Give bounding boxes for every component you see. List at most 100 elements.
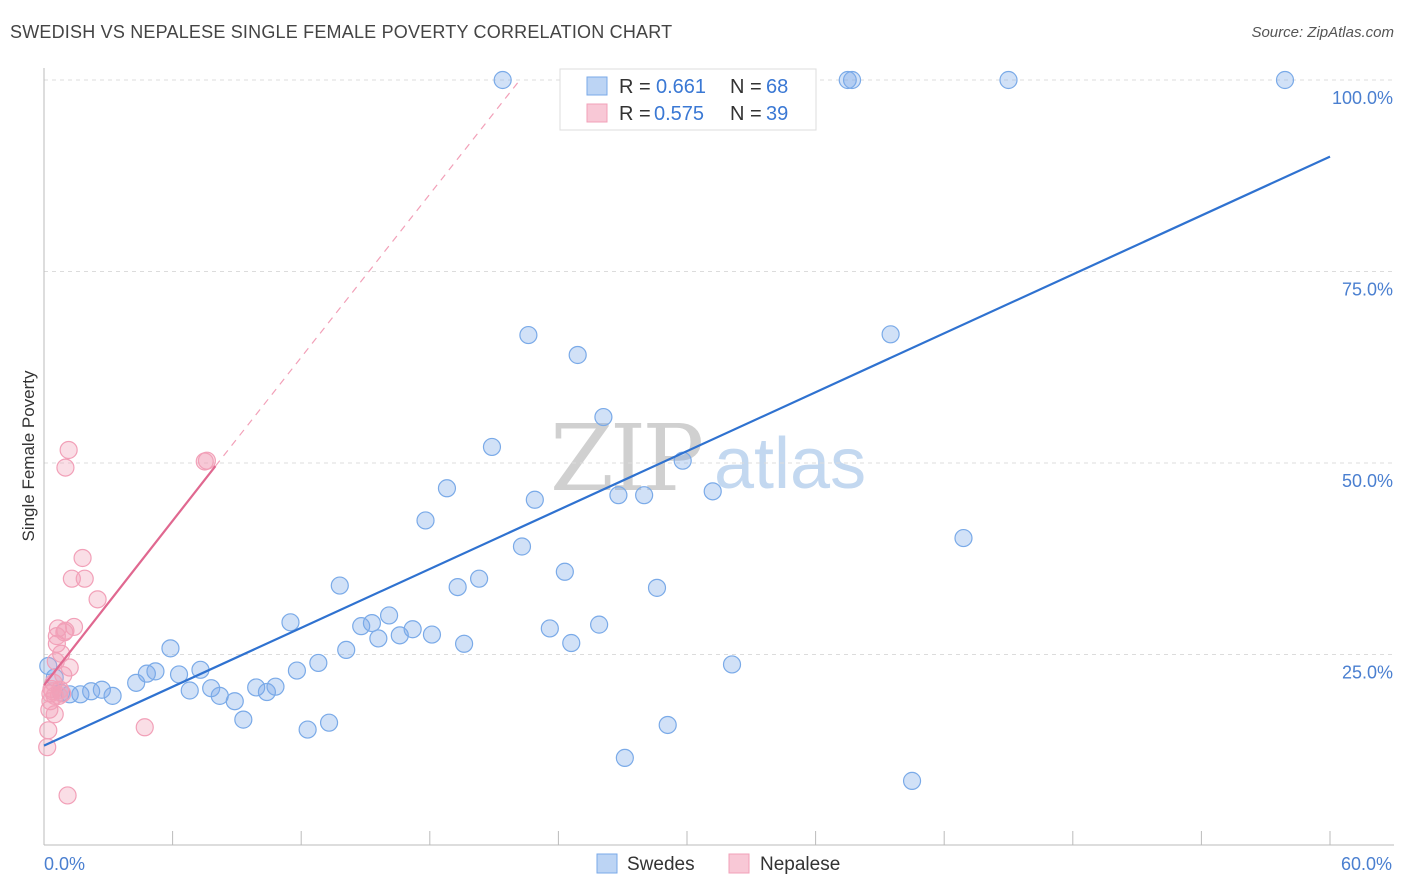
correlation-legend: R = 0.661 N = 68 R = 0.575 N = 39 [559,68,817,131]
data-point-swedes [448,577,467,597]
data-point-swedes [247,678,266,697]
y-tick-label: 100.0% [1332,88,1393,108]
data-point-swedes [703,482,722,501]
y-axis-label: Single Female Poverty [19,370,38,542]
data-point-nepalese [197,451,216,470]
legend-n-label-nepalese: N = [730,103,762,125]
data-point-swedes [352,617,371,636]
y-tick-label: 50.0% [1342,471,1393,491]
data-point-swedes [257,682,277,702]
data-point-swedes [225,692,244,711]
data-point-swedes [103,686,122,705]
data-point-swedes [180,681,199,700]
data-point-swedes [437,479,457,498]
data-point-swedes [658,715,677,735]
data-point-nepalese [55,623,74,642]
data-point-swedes [71,685,90,704]
data-point-nepalese [49,686,69,705]
series-legend: Swedes Nepalese [596,853,840,875]
data-point-swedes [1275,70,1295,90]
data-point-swedes [281,613,300,632]
legend-r-value-nepalese: 0.575 [654,103,704,125]
legend-swatch-nepalese [586,103,608,123]
legend-bottom-swatch-swedes [596,853,618,874]
legend-n-value-swedes: 68 [766,76,788,98]
y-tick-labels: 25.0% 50.0% 75.0% 100.0% [1332,88,1393,683]
data-point-swedes [594,407,613,427]
data-point-nepalese [60,658,79,677]
legend-r-label-nepalese: R = [619,103,651,125]
watermark-atlas: atlas [714,424,866,504]
data-point-nepalese [56,621,75,640]
series-swedes-points [39,70,1295,790]
legend-bottom-label-nepalese: Nepalese [760,854,840,875]
data-point-swedes [309,653,328,673]
trend-line-nepalese-extension [214,79,521,467]
trend-line-nepalese [43,465,217,686]
data-point-swedes [562,633,581,653]
data-point-swedes [999,70,1018,90]
data-point-swedes [525,490,544,509]
watermark: ZIP atlas [550,405,866,512]
data-point-swedes [555,562,574,581]
chart-title: SWEDISH VS NEPALESE SINGLE FEMALE POVERT… [10,22,673,42]
data-point-swedes [330,576,349,595]
data-point-swedes [379,606,399,625]
chart-source: Source: ZipAtlas.com [1251,24,1394,41]
data-point-swedes [568,345,587,365]
legend-n-value-nepalese: 39 [766,103,788,125]
data-point-swedes [519,325,538,345]
data-point-swedes [590,615,609,634]
data-point-swedes [319,713,339,732]
data-point-swedes [615,748,634,768]
x-tick-label-min: 0.0% [44,854,85,874]
data-point-swedes [337,640,356,660]
data-point-swedes [403,620,422,639]
data-point-swedes [146,662,165,681]
data-point-nepalese [88,590,107,609]
data-point-swedes [540,619,559,638]
data-point-nepalese [58,786,77,805]
data-point-swedes [842,70,862,90]
legend-r-label-swedes: R = [619,76,651,98]
data-point-nepalese [45,705,64,724]
data-point-swedes [493,70,512,90]
data-point-swedes [161,639,180,658]
data-point-nepalese [62,569,81,588]
data-point-swedes [838,70,857,90]
data-point-nepalese [73,548,92,568]
data-point-swedes [881,325,900,344]
watermark-zip: ZIP [550,405,701,512]
legend-bottom-label-swedes: Swedes [627,854,695,875]
data-point-swedes [92,680,111,699]
series-nepalese-points [38,440,216,805]
data-point-swedes [234,710,253,729]
data-point-nepalese [53,684,72,703]
data-point-swedes [647,578,667,597]
data-point-swedes [422,625,442,644]
data-point-swedes [635,486,654,505]
trend-lines [43,79,1331,747]
x-tick-label-max: 60.0% [1341,854,1392,874]
y-tick-label: 25.0% [1342,663,1393,683]
data-point-nepalese [39,721,58,740]
data-point-swedes [512,537,532,556]
data-point-swedes [482,437,502,457]
data-point-swedes [609,486,628,505]
data-point-nepalese [75,569,94,588]
data-point-nepalese [59,440,78,460]
data-point-swedes [287,661,307,680]
data-point-nepalese [135,718,154,737]
y-tick-label: 75.0% [1342,280,1393,300]
legend-swatch-swedes [586,76,608,96]
legend-bottom-swatch-nepalese [728,853,750,874]
data-point-swedes [369,629,388,648]
data-point-swedes [298,720,317,739]
data-point-swedes [266,677,285,696]
data-point-swedes [469,569,489,588]
data-point-nepalese [56,458,75,477]
x-ticks [43,831,1331,845]
legend-r-value-swedes: 0.661 [656,76,706,98]
data-point-swedes [722,655,742,674]
